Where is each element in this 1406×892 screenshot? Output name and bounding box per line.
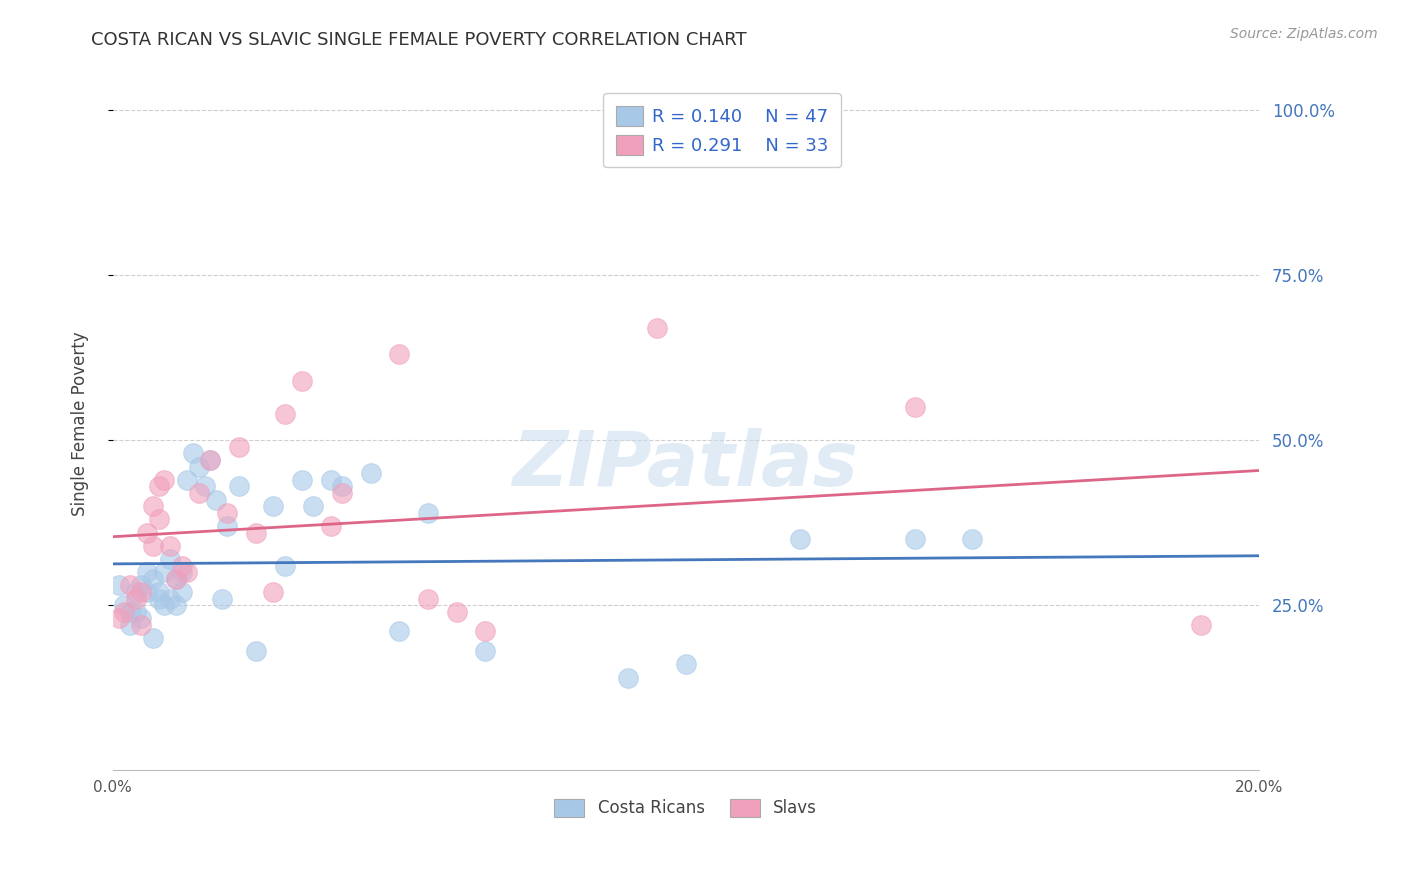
Point [181, 446, 204, 460]
Point [1189, 618, 1212, 632]
Point [125, 605, 148, 619]
Point [187, 459, 209, 474]
Point [142, 572, 165, 586]
Point [176, 565, 198, 579]
Point [148, 512, 170, 526]
Point [131, 611, 153, 625]
Point [176, 473, 198, 487]
Point [107, 611, 129, 625]
Point [136, 525, 159, 540]
Point [153, 598, 176, 612]
Point [136, 565, 159, 579]
Point [617, 671, 640, 685]
Point [388, 624, 411, 639]
Point [148, 479, 170, 493]
Point [170, 558, 193, 573]
Point [125, 591, 148, 606]
Point [319, 519, 342, 533]
Point [125, 585, 148, 599]
Point [193, 479, 215, 493]
Point [153, 473, 176, 487]
Point [291, 473, 314, 487]
Point [262, 585, 284, 599]
Point [170, 565, 193, 579]
Point [131, 578, 153, 592]
Point [131, 618, 153, 632]
Point [273, 558, 295, 573]
Text: COSTA RICAN VS SLAVIC SINGLE FEMALE POVERTY CORRELATION CHART: COSTA RICAN VS SLAVIC SINGLE FEMALE POVE… [91, 31, 747, 49]
Point [165, 572, 187, 586]
Point [262, 499, 284, 513]
Point [330, 479, 353, 493]
Point [228, 479, 250, 493]
Point [416, 591, 439, 606]
Point [645, 321, 668, 335]
Point [165, 572, 187, 586]
Point [217, 519, 239, 533]
Point [112, 605, 135, 619]
Point [200, 453, 222, 467]
Point [107, 578, 129, 592]
Point [245, 525, 267, 540]
Point [789, 532, 811, 546]
Point [446, 605, 468, 619]
Point [142, 631, 165, 645]
Point [319, 473, 342, 487]
Point [148, 591, 170, 606]
Y-axis label: Single Female Poverty: Single Female Poverty [72, 332, 89, 516]
Point [388, 347, 411, 361]
Point [136, 585, 159, 599]
Point [416, 506, 439, 520]
Point [112, 598, 135, 612]
Point [904, 532, 927, 546]
Point [118, 618, 141, 632]
Point [211, 591, 233, 606]
Point [142, 499, 165, 513]
Point [360, 466, 382, 480]
Point [273, 407, 295, 421]
Point [302, 499, 325, 513]
Point [960, 532, 983, 546]
Point [170, 585, 193, 599]
Point [217, 506, 239, 520]
Point [142, 539, 165, 553]
Text: ZIPatlas: ZIPatlas [513, 428, 859, 502]
Point [118, 605, 141, 619]
Point [165, 598, 187, 612]
Point [159, 552, 181, 566]
Legend: Costa Ricans, Slavs: Costa Ricans, Slavs [548, 792, 824, 824]
Point [675, 657, 697, 672]
Point [291, 374, 314, 388]
Point [187, 486, 209, 500]
Point [904, 401, 927, 415]
Point [159, 591, 181, 606]
Point [200, 453, 222, 467]
Point [159, 539, 181, 553]
Point [474, 624, 496, 639]
Point [205, 492, 228, 507]
Point [118, 578, 141, 592]
Text: Source: ZipAtlas.com: Source: ZipAtlas.com [1230, 27, 1378, 41]
Point [474, 644, 496, 658]
Point [245, 644, 267, 658]
Point [153, 565, 176, 579]
Point [330, 486, 353, 500]
Point [148, 585, 170, 599]
Point [228, 440, 250, 454]
Point [131, 585, 153, 599]
